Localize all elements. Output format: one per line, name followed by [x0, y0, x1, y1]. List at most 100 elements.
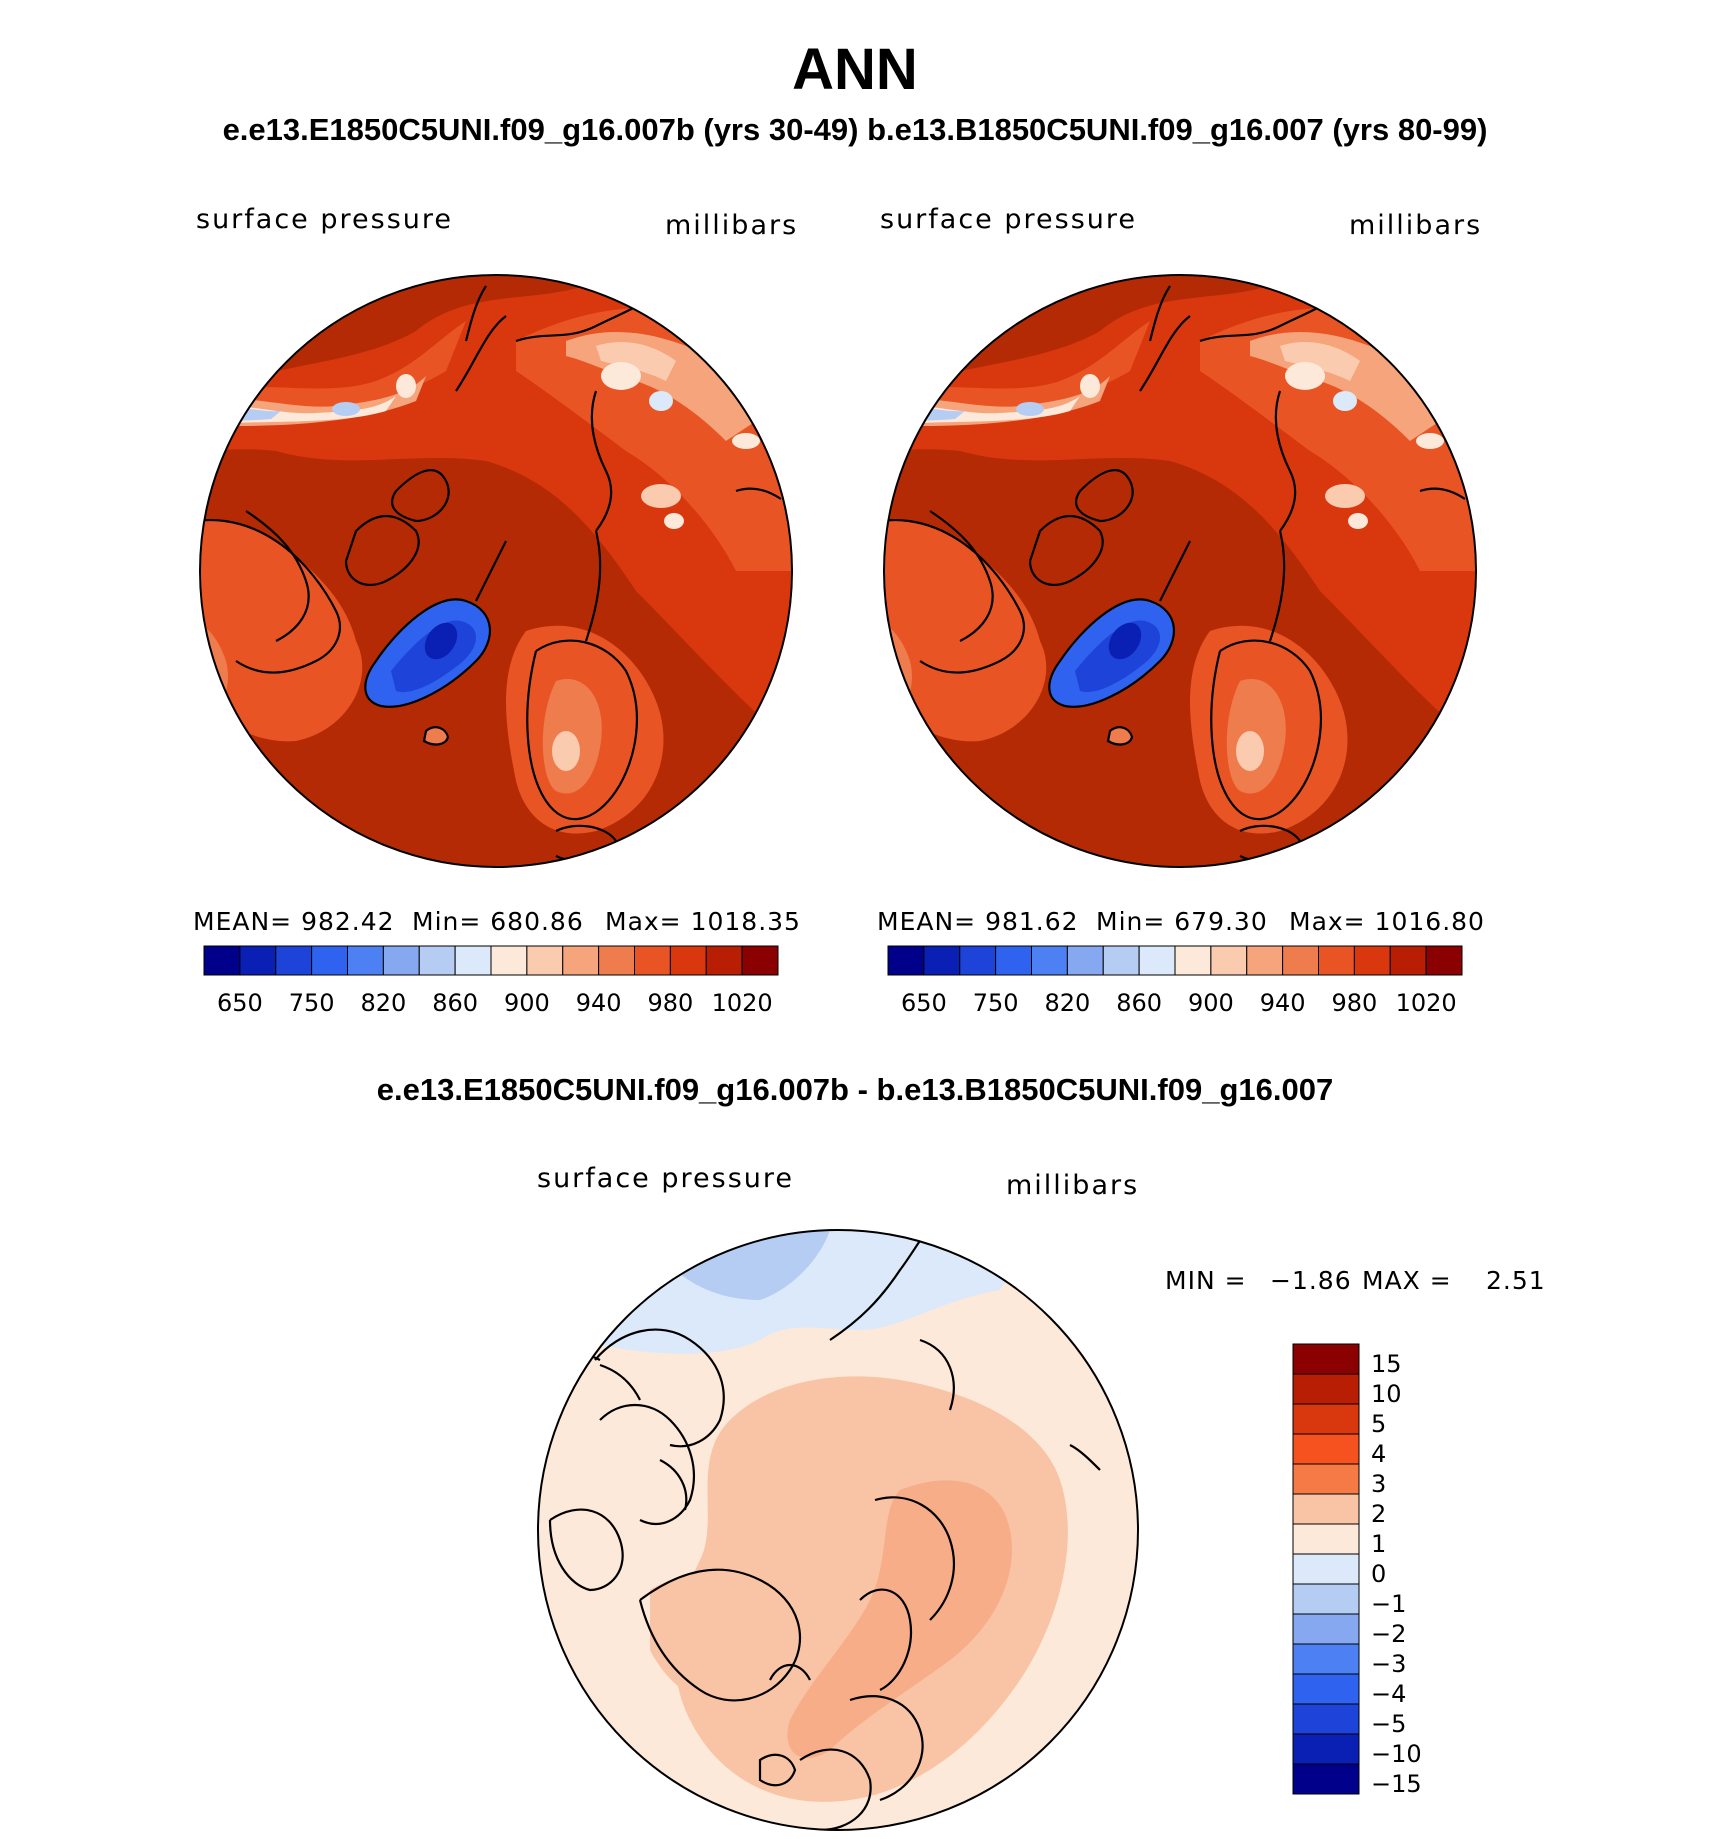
panel2-map-border — [883, 274, 1477, 868]
panel1-variable-label: surface pressure — [196, 204, 453, 235]
panel1-colorbar-swatch — [741, 945, 779, 976]
difference-map — [538, 1230, 1138, 1830]
panel1-colorbar-tick-label: 900 — [504, 989, 550, 1017]
panel2-colorbar-swatch — [1425, 945, 1463, 976]
difference-colorbar-tick-label: −15 — [1371, 1770, 1422, 1798]
difference-colorbar-tick-label: −10 — [1371, 1740, 1422, 1768]
diff-max-value: 2.51 — [1486, 1266, 1546, 1295]
difference-colorbar-tick-label: 0 — [1371, 1560, 1386, 1588]
diff-max-label: MAX = — [1362, 1266, 1452, 1295]
panel1-map — [200, 275, 792, 867]
panel1-colorbar-tick-label: 940 — [576, 989, 622, 1017]
panel1-colorbar-swatch — [239, 945, 277, 976]
panel1-colorbar-swatch — [526, 945, 564, 976]
panel2-colorbar-swatch — [1246, 945, 1284, 976]
panel1-colorbar-swatch — [347, 945, 384, 976]
panel2-colorbar-swatch — [995, 945, 1032, 976]
panel2-units-label: millibars — [1349, 210, 1483, 241]
panel2-colorbar-swatch — [1031, 945, 1068, 976]
panel2-colorbar-swatch — [1318, 945, 1355, 976]
difference-colorbar-swatch — [1292, 1463, 1360, 1495]
panel2-colorbar-swatch — [1282, 945, 1319, 976]
difference-colorbar-swatch — [1292, 1583, 1360, 1615]
panel1-colorbar-swatch — [418, 945, 456, 976]
panel1-colorbar-swatch — [275, 945, 313, 976]
difference-colorbar-tick-label: −5 — [1371, 1710, 1406, 1738]
panel2-colorbar-tick-label: 940 — [1260, 989, 1306, 1017]
panel1-min: Min= 680.86 — [412, 907, 584, 936]
panel1-colorbar-swatch — [311, 945, 348, 976]
difference-colorbar-tick-label: −2 — [1371, 1620, 1406, 1648]
panel1-colorbar: 650 750 820 860 900 940 980 1020 — [203, 945, 779, 1017]
panel1-colorbar-tick-label: 650 — [217, 989, 263, 1017]
difference-colorbar-swatch — [1292, 1493, 1360, 1525]
panel2-colorbar-tick-label: 820 — [1044, 989, 1090, 1017]
panel2-colorbar-swatch — [923, 945, 961, 976]
panel2-colorbar-tick-label: 750 — [973, 989, 1019, 1017]
panel2-colorbar-swatch — [1102, 945, 1140, 976]
panel1-colorbar-tick-label: 860 — [432, 989, 478, 1017]
panel2-colorbar-tick-label: 900 — [1188, 989, 1234, 1017]
panel1-colorbar-swatch — [454, 945, 492, 976]
panel1-colorbar-tick-label: 820 — [360, 989, 406, 1017]
panel1-colorbar-swatch — [203, 945, 241, 976]
panel1-colorbar-tick-label: 750 — [289, 989, 335, 1017]
panel2-colorbar: 650 750 820 860 900 940 980 1020 — [887, 945, 1463, 1017]
panel2-map — [884, 275, 1476, 867]
panel1-colorbar-swatch — [634, 945, 671, 976]
panel2-colorbar-swatch — [1353, 945, 1391, 976]
panel2-colorbar-swatch — [1138, 945, 1176, 976]
panel2-colorbar-swatch — [1066, 945, 1104, 976]
panel1-map-border — [199, 274, 793, 868]
difference-colorbar-swatch — [1292, 1733, 1360, 1765]
diff-units-label: millibars — [1006, 1170, 1140, 1201]
difference-colorbar-swatch — [1292, 1553, 1360, 1585]
panel2-colorbar-swatch — [887, 945, 925, 976]
panel1-units-label: millibars — [665, 210, 799, 241]
panel1-mean: MEAN= 982.42 — [193, 907, 395, 936]
panel2-colorbar-swatch — [1210, 945, 1248, 976]
panel1-colorbar-tick-label: 1020 — [712, 989, 773, 1017]
diff-min-label: MIN = — [1165, 1266, 1247, 1295]
panel2-colorbar-tick-label: 650 — [901, 989, 947, 1017]
difference-title: e.e13.E1850C5UNI.f09_g16.007b - b.e13.B1… — [376, 1072, 1334, 1107]
difference-colorbar-swatch — [1292, 1703, 1360, 1735]
page-title: ANN — [792, 37, 918, 102]
diff-variable-label: surface pressure — [537, 1163, 794, 1194]
difference-map-border — [537, 1229, 1139, 1831]
panel2-min: Min= 679.30 — [1096, 907, 1268, 936]
panel1-colorbar-swatch — [382, 945, 420, 976]
difference-colorbar-swatch — [1292, 1613, 1360, 1645]
panel2-colorbar-swatch — [1174, 945, 1212, 976]
panel1-colorbar-swatch — [669, 945, 707, 976]
panel1-colorbar-tick-label: 980 — [647, 989, 693, 1017]
panel2-colorbar-swatch — [959, 945, 997, 976]
difference-colorbar-tick-label: 5 — [1371, 1410, 1386, 1438]
panel1-max: Max= 1018.35 — [605, 907, 801, 936]
panel1-colorbar-swatch — [490, 945, 528, 976]
difference-colorbar-swatch — [1292, 1763, 1360, 1795]
difference-colorbar-tick-label: 4 — [1371, 1440, 1386, 1468]
panel1-colorbar-swatch — [598, 945, 635, 976]
panel1-colorbar-swatch — [562, 945, 600, 976]
diff-min-value: −1.86 — [1270, 1266, 1352, 1295]
panel2-colorbar-swatch — [1389, 945, 1427, 976]
difference-colorbar-tick-label: −1 — [1371, 1590, 1406, 1618]
difference-colorbar-tick-label: 15 — [1371, 1350, 1402, 1378]
difference-colorbar-tick-label: 1 — [1371, 1530, 1386, 1558]
difference-colorbar-tick-label: 10 — [1371, 1380, 1402, 1408]
difference-colorbar-swatch — [1292, 1673, 1360, 1705]
difference-colorbar-swatch — [1292, 1403, 1360, 1435]
panel1-colorbar-swatch — [705, 945, 743, 976]
difference-colorbar-swatch — [1292, 1373, 1360, 1405]
difference-colorbar-swatch — [1292, 1343, 1360, 1375]
panel2-colorbar-tick-label: 980 — [1331, 989, 1377, 1017]
panel2-variable-label: surface pressure — [880, 204, 1137, 235]
difference-colorbar-swatch — [1292, 1433, 1360, 1465]
difference-colorbar-tick-label: 2 — [1371, 1500, 1386, 1528]
difference-colorbar-tick-label: −3 — [1371, 1650, 1406, 1678]
panel2-mean: MEAN= 981.62 — [877, 907, 1079, 936]
difference-colorbar-tick-label: 3 — [1371, 1470, 1386, 1498]
